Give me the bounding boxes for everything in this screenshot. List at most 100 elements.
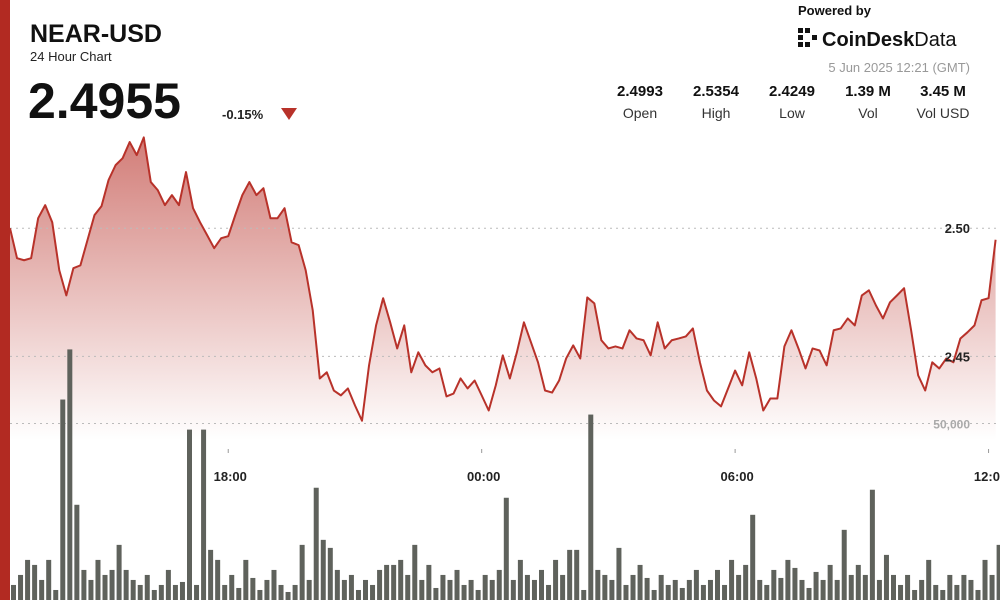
volume-bar: [271, 569, 277, 600]
volume-bar: [32, 564, 38, 600]
volume-bar: [581, 589, 587, 600]
volume-bar: [616, 547, 622, 600]
change: -0.15%: [222, 107, 264, 122]
stat-label: Open: [623, 105, 657, 121]
volume-bar: [165, 569, 171, 600]
x-tick-label: 18:00: [214, 469, 247, 484]
volume-bar: [39, 579, 45, 600]
volume-bar: [510, 579, 516, 600]
volume-bar: [222, 584, 228, 600]
volume-bar: [74, 504, 80, 600]
volume-bar: [433, 587, 439, 600]
volume-bar: [116, 544, 122, 600]
accent-bar: [0, 0, 10, 600]
volume-bar: [961, 574, 967, 600]
volume-bar: [384, 564, 390, 600]
volume-bar: [757, 579, 763, 600]
volume-bar: [679, 587, 685, 600]
volume-bar: [686, 579, 692, 600]
price: 2.4955: [28, 73, 181, 129]
brand-suffix: Data: [914, 29, 957, 51]
volume-bar: [743, 564, 749, 600]
volume-bar: [370, 584, 376, 600]
volume-bar: [630, 574, 636, 600]
volume-bar: [81, 569, 87, 600]
volume-bar: [517, 559, 523, 600]
volume-bar: [348, 574, 354, 600]
volume-bar: [926, 559, 932, 600]
volume-bar: [278, 584, 284, 600]
volume-bar: [95, 559, 101, 600]
volume-bar: [637, 564, 643, 600]
stat-value: 3.45 M: [920, 83, 966, 100]
volume-bar: [891, 574, 896, 600]
volume-bar: [292, 584, 298, 600]
volume-bar: [524, 574, 530, 600]
volume-bar: [609, 579, 615, 600]
volume-bar: [123, 569, 129, 600]
volume-bar: [46, 559, 52, 600]
volume-bar: [968, 579, 974, 600]
volume-bar: [588, 414, 594, 600]
volume-bar: [25, 559, 31, 600]
volume-bar: [736, 574, 742, 600]
volume-bar: [313, 487, 319, 600]
volume-bar: [855, 564, 861, 600]
volume-bar: [672, 579, 678, 600]
volume-bar: [320, 539, 326, 600]
volume-bar: [898, 584, 904, 600]
volume-bar: [327, 547, 333, 600]
volume-bar: [419, 579, 425, 600]
volume-bar: [665, 584, 671, 600]
volume-bar: [700, 584, 706, 600]
y-tick-label: 2.50: [945, 221, 970, 236]
volume-bar: [785, 559, 791, 600]
volume-bar: [933, 584, 939, 600]
volume-bar: [236, 587, 242, 600]
volume-bar: [792, 567, 798, 600]
volume-bar: [426, 564, 432, 600]
volume-bar: [729, 559, 735, 600]
volume-bar: [574, 549, 580, 600]
volume-bar: [158, 584, 164, 600]
volume-bar: [658, 574, 664, 600]
volume-bar: [377, 569, 383, 600]
volume-bar: [799, 579, 805, 600]
volume-bar: [883, 554, 889, 600]
volume-bar: [806, 587, 812, 600]
volume-bar: [172, 584, 178, 600]
volume-bar: [947, 574, 953, 600]
volume-bar: [820, 579, 826, 600]
volume-bar: [707, 579, 713, 600]
volume-bar: [996, 544, 1000, 600]
volume-bar: [179, 581, 185, 600]
volume-bar: [531, 579, 537, 600]
volume-bar: [201, 429, 207, 600]
volume-bar: [539, 569, 544, 600]
volume-bar: [208, 549, 214, 600]
volume-bar: [876, 579, 882, 600]
volume-bar: [391, 564, 397, 600]
volume-bar: [67, 349, 73, 600]
volume-bar: [461, 584, 467, 600]
volume-bar: [53, 589, 59, 600]
volume-bar: [412, 544, 418, 600]
price-line: [9, 136, 997, 422]
y-tick-label: 2.45: [945, 349, 970, 364]
volume-bar: [215, 559, 221, 600]
stat-label: Vol: [858, 105, 877, 121]
volume-bar: [447, 579, 453, 600]
volume-bar: [715, 569, 720, 600]
stat-label: Low: [779, 105, 806, 121]
volume-bar: [130, 579, 136, 600]
volume-bar: [341, 579, 347, 600]
volume-bar: [88, 579, 94, 600]
volume-bar: [194, 584, 200, 600]
volume-bar: [503, 497, 509, 600]
volume-bar: [912, 589, 918, 600]
stat-label: Vol USD: [917, 105, 970, 121]
x-tick-label: 06:00: [720, 469, 753, 484]
volume-bar: [841, 529, 847, 600]
plot-area: 2.45 2.50 50,000 18:00 00:00 06:00 12:00: [9, 136, 1000, 600]
x-tick-label: 12:00: [974, 469, 1000, 484]
